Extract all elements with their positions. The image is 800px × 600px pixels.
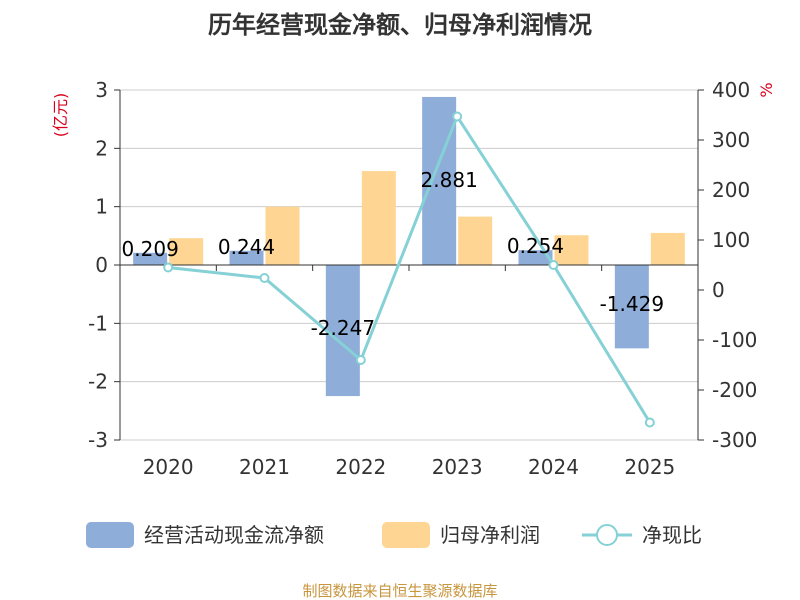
bar-cash-flow (614, 265, 649, 349)
x-tick-label: 2020 (143, 455, 194, 479)
x-tick-label: 2022 (335, 455, 386, 479)
right-tick-label: 400 (712, 78, 750, 102)
bar-net-profit (265, 206, 300, 265)
legend-marker (596, 524, 618, 546)
x-tick-label: 2023 (432, 455, 483, 479)
ratio-line (163, 111, 655, 428)
left-tick-label: 2 (95, 136, 108, 160)
data-label: 0.254 (507, 234, 564, 258)
left-tick-label: 0 (95, 253, 108, 277)
axes: 3 2 1 0 -1 -2 -3 400 300 200 100 0 -100 -200 -300 2020 2… (88, 78, 757, 479)
data-label: -1.429 (600, 292, 664, 316)
grid-lines (120, 89, 698, 441)
ratio-point (452, 111, 463, 122)
right-tick-label: 100 (712, 228, 750, 252)
data-label: 0.209 (122, 237, 179, 261)
ratio-point (259, 273, 270, 283)
legend-label: 经营活动现金流净额 (144, 523, 324, 547)
x-tick-label: 2024 (528, 455, 579, 479)
x-tick-label: 2021 (239, 455, 290, 479)
left-tick-label: 3 (95, 78, 108, 102)
bar-net-profit (169, 238, 204, 265)
left-tick-label: -3 (88, 428, 108, 452)
bar-cash-flow (229, 250, 264, 265)
bar-cash-flow (325, 265, 360, 397)
x-tick-label: 2025 (624, 455, 675, 479)
bar-net-profit (650, 232, 685, 265)
data-label: -2.247 (311, 316, 375, 340)
left-tick-label: -2 (88, 370, 108, 394)
bars (133, 96, 685, 397)
ratio-series-line (168, 113, 652, 424)
data-label: 2.881 (421, 168, 478, 192)
legend-label: 净现比 (642, 523, 702, 547)
ratio-point (644, 417, 655, 428)
bar-net-profit (554, 235, 589, 265)
legend-swatch (86, 522, 134, 548)
source-note: 制图数据来自恒生聚源数据库 (302, 582, 497, 600)
data-label: 0.244 (218, 235, 275, 259)
bar-cash-flow (422, 96, 457, 265)
right-tick-label: 200 (712, 178, 750, 202)
bar-net-profit (458, 216, 493, 265)
right-axis-unit: % (757, 82, 776, 97)
left-axis-unit: (亿元) (51, 93, 70, 138)
legend-label: 归母净利润 (440, 523, 540, 547)
bar-cash-flow (133, 252, 168, 265)
bar-cash-flow (518, 250, 553, 265)
bar-net-profit (361, 171, 396, 265)
ratio-point (163, 262, 174, 273)
right-tick-label: -100 (712, 328, 757, 352)
ratio-point (548, 260, 559, 270)
left-tick-label: -1 (88, 311, 108, 335)
right-tick-label: 0 (712, 278, 725, 302)
ratio-point (355, 355, 366, 365)
left-tick-label: 1 (95, 195, 108, 219)
right-tick-label: 300 (712, 128, 750, 152)
right-tick-label: -200 (712, 378, 757, 402)
chart-title: 历年经营现金净额、归母净利润情况 (208, 11, 592, 39)
right-tick-label: -300 (712, 428, 757, 452)
legend-swatch (382, 522, 430, 548)
legend: 经营活动现金流净额 归母净利润 净现比 (86, 522, 702, 548)
data-labels: 0.209 0.244 -2.247 2.881 0.254 -1.429 (122, 168, 665, 340)
